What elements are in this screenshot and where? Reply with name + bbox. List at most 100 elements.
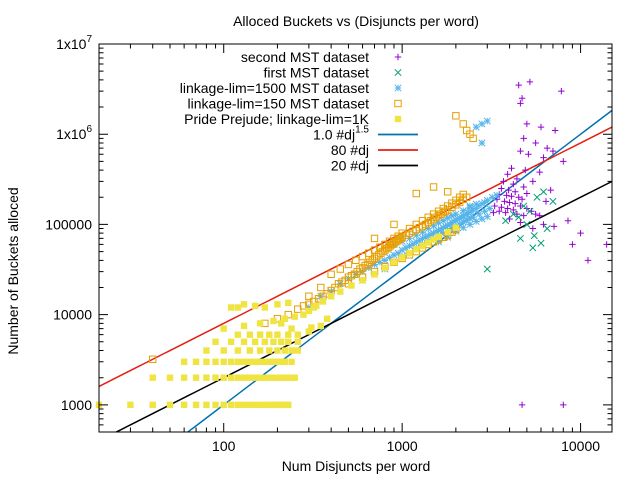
- series-0-point-60: [577, 229, 584, 237]
- series-4-point-28: [220, 374, 227, 381]
- series-4-point-58: [274, 358, 281, 366]
- series-4-point-11: [240, 401, 248, 409]
- series-2-point-72: [475, 210, 483, 218]
- series-4-point-9: [227, 401, 235, 409]
- x-tick-label-0: 100: [212, 438, 236, 454]
- series-4-point-34: [256, 374, 264, 381]
- series-0-point-16: [508, 164, 515, 172]
- series-3-point-113: [317, 283, 325, 292]
- series-4-point-112: [327, 293, 335, 300]
- legend-entry-6: 80 #dj: [331, 142, 418, 158]
- series-4-point-63: [220, 347, 227, 354]
- legend-marker-0: [394, 53, 402, 61]
- series-4-point-33: [251, 374, 259, 381]
- series-3-point-112: [305, 292, 313, 300]
- legend-entry-1: first MST dataset: [263, 65, 402, 81]
- series-0: [490, 78, 610, 409]
- series-4-point-90: [240, 322, 248, 330]
- series-2-point-63: [439, 229, 447, 237]
- x-axis-label: Num Disjuncts per word: [282, 458, 431, 474]
- series-4-point-81: [234, 331, 242, 338]
- legend-marker-1: [394, 68, 402, 77]
- series-4-point-96: [305, 307, 313, 315]
- series-4-point-26: [203, 374, 210, 381]
- series-4-point-3: [166, 401, 174, 409]
- series-4-point-8: [220, 401, 227, 409]
- series-2-point-83: [439, 217, 447, 225]
- series-0-point-48: [490, 209, 497, 216]
- series-0-point-7: [551, 127, 559, 134]
- series-3-point-76: [405, 224, 414, 233]
- series-0-point-6: [537, 123, 545, 131]
- series-4-point-67: [266, 347, 273, 354]
- series-4-point-7: [212, 401, 219, 409]
- series-3-point-109: [412, 189, 420, 198]
- legend-marker-2: [394, 84, 402, 92]
- series-1-point-2: [530, 232, 538, 240]
- series-3-point-3: [284, 310, 292, 319]
- series-0-point-42: [510, 206, 517, 214]
- series-1-point-13: [516, 234, 524, 242]
- series-4-point-27: [212, 374, 219, 381]
- series-4-point-118: [390, 259, 398, 266]
- legend-label-6: 80 #dj: [331, 142, 369, 158]
- series-3-point-104: [452, 112, 460, 120]
- legend-label-1: first MST dataset: [263, 65, 369, 81]
- series-4-point-4: [180, 401, 188, 409]
- series-2-point-97: [472, 123, 480, 131]
- series-4-point-108: [288, 325, 295, 332]
- series-4-point-39: [278, 374, 285, 381]
- series-3-point-57: [443, 206, 452, 214]
- series-4-point-86: [285, 331, 292, 338]
- series-4-point-54: [256, 358, 264, 366]
- series-3-point-77: [412, 220, 420, 229]
- series-2-point-23: [427, 230, 435, 238]
- series-2-point-85: [448, 212, 456, 220]
- series-2-point-32: [448, 218, 456, 227]
- series-4-point-78: [278, 338, 285, 345]
- legend-entry-2: linkage-lim=1500 MST dataset: [180, 80, 402, 96]
- curve-line-0: [186, 109, 612, 432]
- series-4-point-98: [227, 304, 235, 311]
- series-3-point-65: [344, 260, 353, 269]
- series-4-point-38: [274, 374, 281, 381]
- series-2-point-29: [441, 222, 450, 230]
- series-0-point-61: [569, 241, 576, 248]
- legend-label-4: Pride Prejude; linkage-lim=1K: [184, 111, 369, 127]
- series-2-point-25: [432, 228, 440, 236]
- series-0-point-31: [508, 193, 515, 200]
- series-0-point-53: [547, 186, 554, 194]
- series-4-point-80: [294, 338, 301, 345]
- series-2-point-16: [405, 242, 414, 250]
- series-4-point-121: [413, 246, 420, 253]
- series-2-point-101: [444, 233, 452, 241]
- series-2-point-91: [459, 224, 467, 232]
- y-tick-label-3: 1x106: [56, 124, 92, 142]
- legend-label-5: 1.0 #dj1.5: [313, 125, 369, 143]
- series-4-point-43: [291, 374, 298, 381]
- series-4-point-117: [381, 264, 389, 272]
- series-3-point-82: [439, 204, 447, 213]
- series-0-point-22: [500, 178, 507, 185]
- series-4-point-17: [270, 401, 277, 409]
- series-2-point-70: [466, 215, 474, 223]
- axes-layer: 100 1000 10000 1000 10000 100000 1x106 1x107: [45, 34, 613, 454]
- legend-label-0: second MST dataset: [241, 49, 369, 65]
- series-4-point-95: [300, 311, 307, 318]
- series-4-point-77: [270, 338, 277, 345]
- chart-title: Alloced Buckets vs (Disjuncts per word): [233, 13, 479, 29]
- series-2-point-92: [466, 220, 474, 228]
- series-2-point-26: [435, 226, 443, 234]
- series-4-point-102: [274, 301, 281, 308]
- series-4-point-71: [294, 347, 301, 354]
- series-0-point-58: [550, 223, 558, 230]
- series-2-point-98: [483, 117, 491, 125]
- series-2-point-3: [336, 280, 344, 288]
- series-2-point-36: [456, 214, 464, 222]
- series-4-point-30: [234, 374, 242, 381]
- series-3-point-59: [452, 201, 460, 209]
- series-2-point-50: [488, 193, 496, 201]
- series-4-point-32: [246, 374, 253, 381]
- series-3-point-58: [448, 203, 456, 211]
- series-4-point-69: [281, 347, 289, 354]
